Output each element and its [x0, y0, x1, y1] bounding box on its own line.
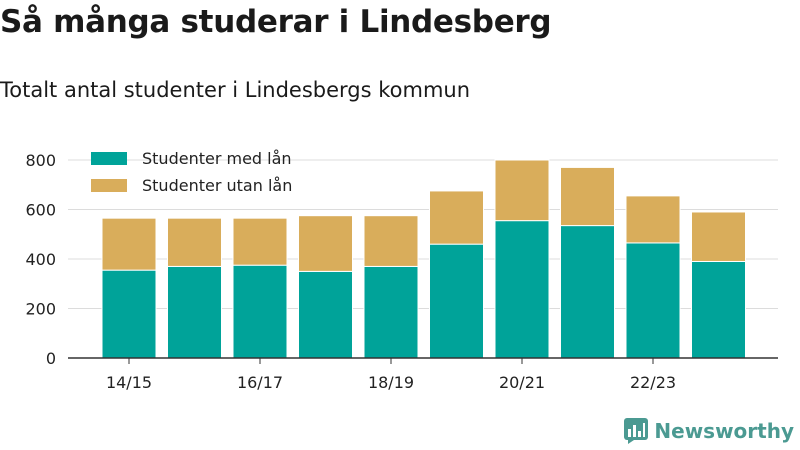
legend-swatch	[91, 179, 127, 192]
brand-logo: Newsworthy	[624, 418, 794, 444]
bar-without-loan	[101, 217, 157, 271]
bar-with-loan	[298, 270, 353, 359]
x-axis: 14/15 16/17 18/19 20/21 22/23	[68, 357, 778, 392]
legend: Studenter med lån Studenter utan lån	[91, 149, 292, 195]
legend-label: Studenter utan lån	[142, 176, 292, 195]
bar-with-loan	[691, 260, 746, 359]
x-tick-label: 16/17	[237, 373, 283, 392]
x-tick-label: 18/19	[368, 373, 414, 392]
chart-title: Så många studerar i Lindesberg	[0, 4, 552, 40]
x-tick-label: 14/15	[106, 373, 152, 392]
bar-with-loan	[625, 242, 681, 359]
bar-with-loan	[167, 265, 222, 359]
bar-chart-logo-icon	[624, 418, 649, 444]
bar-with-loan	[494, 220, 550, 359]
bar-without-loan	[429, 190, 484, 245]
legend-label: Studenter med lån	[142, 149, 292, 168]
legend-swatch	[91, 152, 127, 165]
bar-with-loan	[363, 265, 419, 359]
brand-name: Newsworthy	[654, 419, 794, 443]
bar-without-loan	[298, 215, 353, 272]
bar-without-loan	[232, 217, 288, 266]
bar-without-loan	[363, 215, 419, 267]
y-axis: 0 200 400 600 800	[25, 151, 56, 368]
y-tick-label: 800	[25, 151, 56, 170]
bar-without-loan	[691, 211, 746, 262]
bar-without-loan	[560, 166, 615, 227]
bar-without-loan	[625, 195, 681, 244]
bar-with-loan	[429, 243, 484, 359]
y-tick-label: 200	[25, 300, 56, 319]
bar-without-loan	[167, 217, 222, 267]
x-tick-label: 22/23	[630, 373, 676, 392]
bar-without-loan	[494, 159, 550, 222]
bar-with-loan	[101, 269, 157, 359]
y-tick-label: 0	[46, 349, 56, 368]
x-tick-label: 20/21	[499, 373, 545, 392]
y-tick-label: 600	[25, 201, 56, 220]
bar-with-loan	[232, 264, 288, 359]
bar-with-loan	[560, 225, 615, 359]
y-tick-label: 400	[25, 250, 56, 269]
chart-subtitle: Totalt antal studenter i Lindesbergs kom…	[0, 78, 471, 102]
